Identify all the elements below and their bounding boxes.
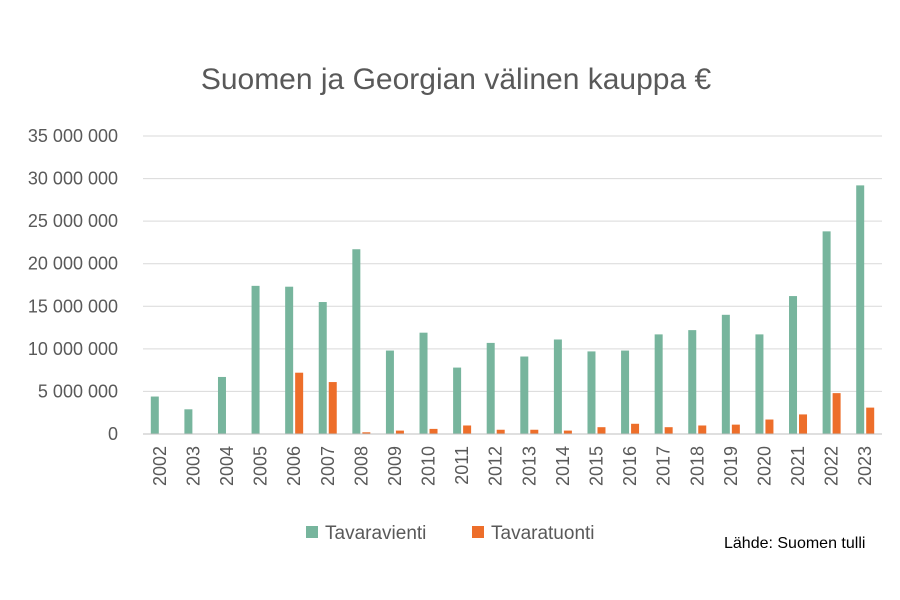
bar-tavaratuonti-2013: [530, 429, 539, 434]
bar-tavaratuonti-2022: [832, 393, 841, 434]
bar-tavaravienti-2005: [251, 285, 260, 434]
x-tick-label: 2018: [687, 446, 707, 486]
x-tick-label: 2016: [620, 446, 640, 486]
bar-tavaratuonti-2020: [765, 419, 774, 434]
bar-tavaravienti-2012: [486, 342, 495, 434]
bar-tavaravienti-2008: [352, 249, 361, 434]
x-axis-tick-labels: 2002 2003 2004 2005 2006 2007 2008 2009 2010 2011…: [150, 446, 875, 486]
x-tick-label: 2003: [183, 446, 203, 486]
x-tick-label: 2012: [486, 446, 506, 486]
x-tick-label: 2007: [318, 446, 338, 486]
legend-swatch-tavaravienti: [306, 526, 318, 538]
bar-tavaravienti-2015: [587, 351, 596, 434]
bar-tavaravienti-2004: [217, 376, 226, 434]
x-tick-label: 2008: [351, 446, 371, 486]
bar-tavaratuonti-2008: [362, 432, 371, 434]
bar-tavaravienti-2013: [520, 356, 529, 434]
bar-tavaravienti-2019: [721, 314, 730, 434]
y-tick-label: 20 000 000: [28, 254, 118, 274]
x-tick-label: 2009: [385, 446, 405, 486]
x-tick-label: 2021: [788, 446, 808, 486]
x-tick-label: 2020: [754, 446, 774, 486]
y-tick-label: 30 000 000: [28, 169, 118, 189]
bar-tavaravienti-2011: [453, 367, 462, 434]
x-tick-label: 2017: [654, 446, 674, 486]
bar-tavaratuonti-2016: [631, 423, 640, 434]
bar-tavaratuonti-2007: [328, 382, 337, 434]
bar-tavaravienti-2017: [654, 334, 663, 434]
x-tick-label: 2005: [251, 446, 271, 486]
bar-tavaratuonti-2006: [295, 372, 304, 434]
grid-lines: [143, 135, 882, 392]
bar-tavaravienti-2003: [184, 409, 193, 434]
x-tick-label: 2015: [586, 446, 606, 486]
bar-tavaratuonti-2015: [597, 427, 606, 434]
bar-tavaratuonti-2011: [463, 425, 472, 434]
x-tick-label: 2010: [419, 446, 439, 486]
legend-swatch-tavaratuonti: [472, 526, 484, 538]
bar-tavaravienti-2002: [150, 396, 159, 434]
y-tick-label: 25 000 000: [28, 211, 118, 231]
bar-tavaravienti-2021: [789, 296, 798, 434]
x-tick-label: 2014: [553, 446, 573, 486]
bar-tavaratuonti-2018: [698, 425, 707, 434]
bar-tavaratuonti-2009: [395, 430, 404, 434]
chart-title: Suomen ja Georgian välinen kauppa €: [201, 63, 712, 96]
y-tick-label: 35 000 000: [28, 126, 118, 146]
bar-tavaravienti-2006: [285, 286, 294, 434]
legend-label-tavaravienti: Tavaravienti: [325, 523, 426, 544]
bar-tavaratuonti-2012: [496, 429, 505, 434]
bar-tavaravienti-2023: [856, 185, 865, 434]
bar-tavaravienti-2018: [688, 330, 697, 434]
bar-tavaravienti-2014: [553, 339, 562, 434]
bar-tavaratuonti-2023: [866, 407, 875, 434]
bar-tavaravienti-2007: [318, 302, 327, 434]
bar-tavaravienti-2009: [385, 350, 394, 434]
bars: [150, 185, 875, 434]
x-tick-label: 2019: [721, 446, 741, 486]
bar-tavaratuonti-2021: [799, 414, 808, 434]
y-axis-tick-labels: 0 5 000 000 10 000 000 15 000 000 20 000 000…: [28, 126, 118, 444]
bar-tavaratuonti-2019: [731, 424, 740, 434]
source-note: Lähde: Suomen tulli: [724, 535, 865, 552]
x-tick-label: 2023: [855, 446, 875, 486]
x-tick-label: 2011: [452, 446, 472, 485]
y-tick-label: 5 000 000: [38, 381, 118, 401]
bar-tavaratuonti-2017: [664, 427, 673, 434]
bar-tavaravienti-2020: [755, 334, 764, 434]
bar-tavaravienti-2016: [621, 350, 630, 434]
x-tick-label: 2002: [150, 446, 170, 486]
bar-tavaratuonti-2010: [429, 428, 438, 434]
x-tick-label: 2004: [217, 446, 237, 486]
x-tick-label: 2022: [822, 446, 842, 486]
y-tick-label: 15 000 000: [28, 296, 118, 316]
bar-tavaravienti-2022: [822, 231, 831, 434]
y-tick-label: 0: [108, 424, 118, 444]
legend: Tavaravienti Tavaratuonti: [306, 523, 595, 544]
bar-tavaratuonti-2014: [563, 430, 572, 434]
bar-tavaravienti-2010: [419, 332, 428, 434]
x-tick-label: 2013: [519, 446, 539, 486]
legend-label-tavaratuonti: Tavaratuonti: [491, 523, 595, 544]
y-tick-label: 10 000 000: [28, 339, 118, 359]
x-tick-label: 2006: [284, 446, 304, 486]
